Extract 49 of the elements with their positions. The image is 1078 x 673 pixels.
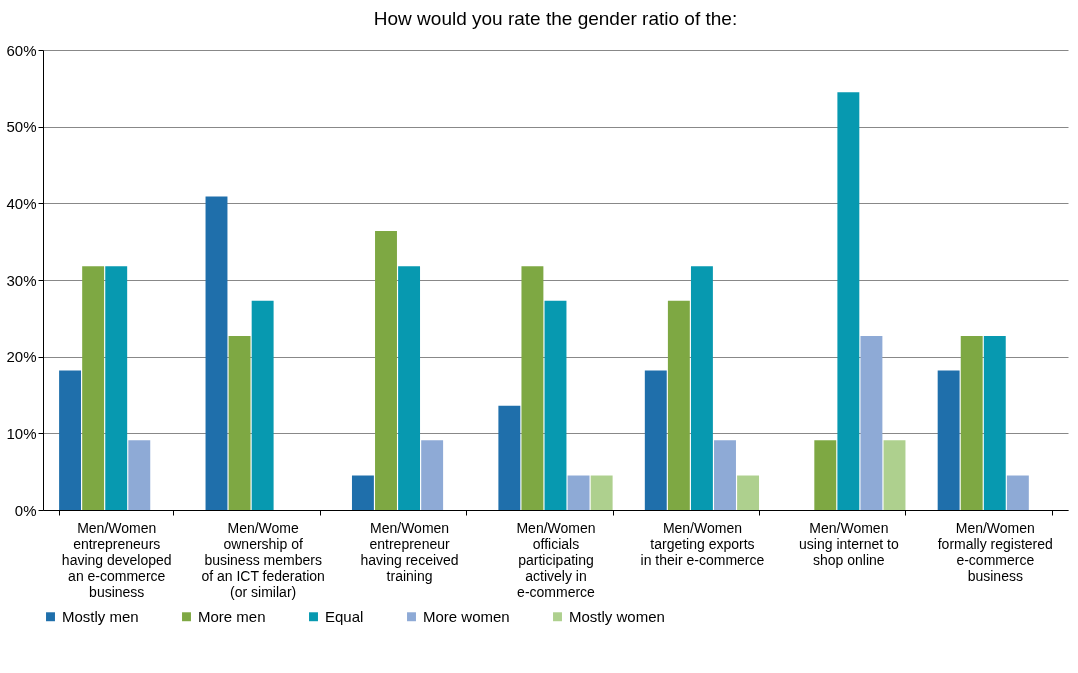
bar bbox=[398, 266, 421, 510]
x-tick-label: Men/Women targeting exports in their e-commerce bbox=[640, 519, 765, 568]
bar bbox=[737, 475, 760, 510]
bar bbox=[667, 300, 690, 510]
bar bbox=[228, 335, 251, 510]
bar bbox=[521, 266, 544, 510]
bar bbox=[375, 230, 397, 510]
bar bbox=[690, 266, 713, 510]
legend-label: More men bbox=[198, 607, 266, 625]
bar bbox=[59, 370, 82, 510]
legend-label: Equal bbox=[325, 607, 364, 625]
bar bbox=[251, 300, 274, 510]
bar bbox=[883, 440, 906, 510]
legend-label: Mostly men bbox=[62, 607, 139, 625]
y-tick-label: 40% bbox=[6, 194, 37, 212]
bar bbox=[1006, 475, 1029, 510]
bar bbox=[644, 370, 667, 510]
bar bbox=[421, 440, 444, 510]
bar bbox=[82, 266, 105, 510]
bar bbox=[960, 335, 983, 510]
bar bbox=[128, 440, 151, 510]
x-tick-label: Men/Women entrepreneur having received training bbox=[360, 519, 459, 584]
y-tick-label: 20% bbox=[6, 348, 37, 366]
y-tick-label: 50% bbox=[6, 118, 37, 136]
x-tick-label: Men/Women formally registered e-commerce business bbox=[937, 519, 1053, 584]
x-tick-label: Men/Wome ownership of business members of an ICT federation (or similar) bbox=[201, 519, 325, 600]
y-tick-label: 0% bbox=[14, 501, 37, 519]
y-tick-label: 30% bbox=[6, 271, 37, 289]
bar bbox=[205, 196, 228, 510]
bar bbox=[860, 335, 883, 510]
bar bbox=[351, 475, 374, 510]
bar bbox=[937, 370, 960, 510]
bar bbox=[837, 92, 860, 510]
y-tick-label: 60% bbox=[6, 41, 37, 59]
bar bbox=[544, 300, 567, 510]
legend-label: Mostly women bbox=[569, 607, 665, 625]
bar bbox=[714, 440, 736, 510]
x-tick-label: Men/Women officials participating actively in e-commerce bbox=[516, 519, 596, 600]
bar bbox=[105, 266, 128, 510]
bar bbox=[814, 440, 837, 510]
legend-label: More women bbox=[423, 607, 510, 625]
chart-title: How would you rate the gender ratio of the: bbox=[373, 8, 738, 29]
bar bbox=[498, 405, 521, 510]
bar bbox=[590, 475, 613, 510]
y-tick-label: 10% bbox=[6, 424, 37, 442]
bar bbox=[567, 475, 590, 510]
bar bbox=[983, 335, 1006, 510]
x-tick-label: Men/Women entrepreneurs having developed an e-commerce business bbox=[61, 519, 172, 600]
x-tick-label: Men/Women using internet to shop online bbox=[799, 519, 899, 568]
